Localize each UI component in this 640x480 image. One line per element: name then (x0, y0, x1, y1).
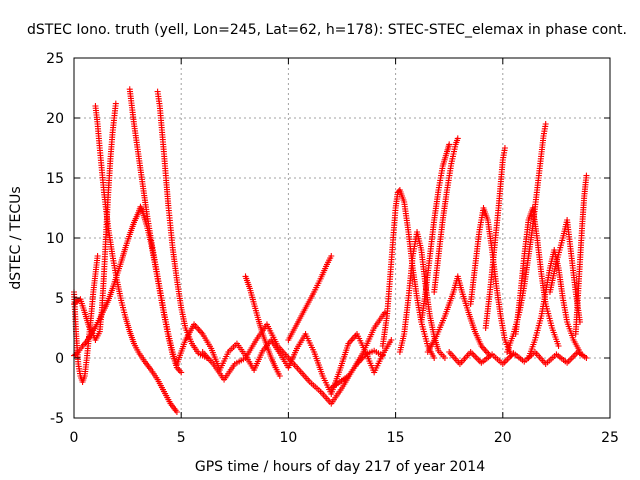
x-tick-label: 0 (70, 430, 79, 446)
data-point (446, 141, 453, 148)
y-axis-label: dSTEC / TECUs (8, 186, 24, 289)
y-tick-label: 15 (46, 171, 64, 187)
y-tick-label: 25 (46, 51, 64, 67)
y-tick-label: -5 (50, 411, 64, 427)
x-axis-ticks: 0 5 10 15 20 25 (70, 58, 619, 446)
x-tick-label: 5 (177, 430, 186, 446)
data-point (431, 355, 438, 361)
data-point (555, 343, 562, 349)
data-points (71, 86, 590, 415)
y-tick-label: 5 (55, 291, 64, 307)
data-point (583, 172, 590, 179)
data-point (568, 355, 575, 362)
data-point (504, 356, 511, 363)
data-point (441, 355, 448, 361)
data-point (570, 353, 577, 360)
x-tick-label: 10 (279, 430, 297, 446)
y-tick-label: 20 (46, 111, 64, 127)
data-point (388, 337, 395, 343)
x-tick-label: 20 (494, 430, 512, 446)
y-tick-label: 0 (55, 351, 64, 367)
chart-title: dSTEC Iono. truth (yell, Lon=245, Lat=62… (27, 22, 627, 38)
data-point (276, 373, 283, 379)
data-point (542, 121, 549, 127)
data-point (454, 135, 461, 142)
data-point (501, 145, 508, 151)
data-point (470, 352, 477, 359)
data-point (473, 355, 480, 362)
y-tick-label: 10 (46, 231, 64, 247)
data-point (379, 352, 386, 359)
data-point (501, 359, 508, 366)
x-tick-label: 15 (387, 430, 405, 446)
data-point (112, 100, 119, 107)
y-axis-ticks: -5 0 5 10 15 20 25 (46, 51, 610, 427)
x-tick-label: 25 (601, 430, 619, 446)
data-point (583, 355, 590, 361)
data-point (381, 309, 388, 316)
data-point (472, 353, 479, 360)
x-axis-label: GPS time / hours of day 217 of year 2014 (195, 459, 485, 475)
data-point (328, 253, 335, 259)
data-point (565, 358, 572, 365)
data-point (173, 409, 180, 415)
data-point (178, 369, 185, 376)
data-point (502, 357, 509, 364)
data-point (94, 253, 101, 259)
